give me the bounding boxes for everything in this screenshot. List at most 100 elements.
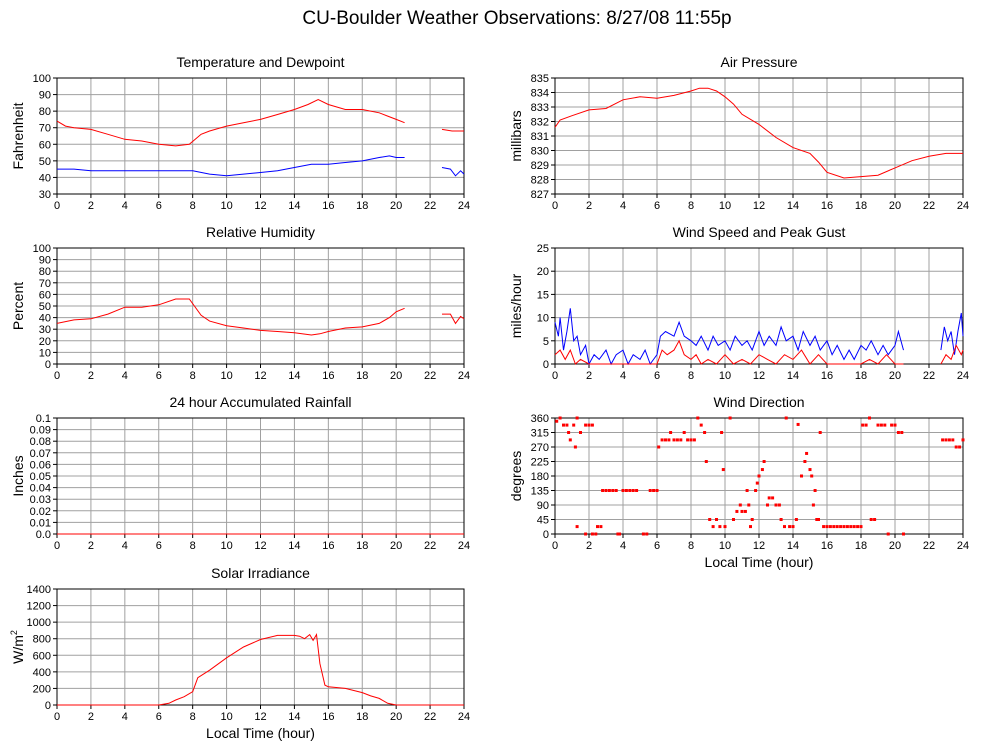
- direction-point: [788, 525, 792, 529]
- pressure-title: Air Pressure: [720, 54, 797, 70]
- direction-ytick-label: 225: [531, 457, 549, 469]
- direction-point: [747, 503, 751, 507]
- wind-series-line: [940, 312, 964, 355]
- direction-point: [743, 509, 747, 513]
- direction-point: [657, 445, 661, 449]
- solar-ytick-label: 400: [33, 667, 51, 679]
- humidity-xtick-label: 16: [322, 370, 334, 382]
- direction-point: [669, 431, 673, 434]
- temp-ytick-label: 60: [39, 139, 51, 151]
- wind-series-line: [554, 339, 904, 365]
- temp-chart: 0 2 4 6 8 10 12 14 16 18 20 22 2430405060708090100Te…: [10, 54, 470, 212]
- direction-point: [735, 509, 739, 513]
- rain-ytick-label: 0.04: [30, 483, 51, 495]
- temp-xtick-label: 20: [390, 200, 402, 212]
- rain-xtick-label: 22: [424, 540, 436, 552]
- solar-ytick-label: 200: [33, 683, 51, 695]
- direction-point: [755, 481, 759, 485]
- direction-point: [558, 416, 562, 420]
- wind-ytick-label: 15: [537, 289, 549, 301]
- direction-point: [648, 489, 652, 492]
- pressure-xtick-label: 8: [688, 200, 694, 212]
- direction-xlabel: Local Time (hour): [705, 554, 814, 570]
- solar-ytick-label: 1000: [27, 617, 51, 629]
- temp-xtick-label: 18: [356, 200, 368, 212]
- temp-xtick-label: 22: [424, 200, 436, 212]
- direction-point: [568, 438, 572, 442]
- rain-xtick-label: 20: [390, 540, 402, 552]
- wind-xtick-label: 18: [855, 370, 867, 382]
- rain-xtick-label: 6: [156, 540, 162, 552]
- rain-xtick-label: 0: [54, 540, 60, 552]
- wind-xtick-label: 24: [957, 370, 969, 382]
- humidity-ytick-label: 80: [39, 266, 51, 278]
- direction-point: [961, 438, 965, 442]
- direction-point: [718, 525, 722, 529]
- direction-point: [845, 525, 849, 529]
- pressure-xtick-label: 6: [654, 200, 660, 212]
- direction-ytick-label: 315: [531, 428, 549, 440]
- direction-xtick-label: 10: [719, 540, 731, 552]
- temp-xtick-label: 4: [122, 200, 128, 212]
- pressure-ylabel: millibars: [508, 110, 524, 161]
- humidity-ylabel: Percent: [10, 282, 26, 330]
- direction-point: [579, 431, 582, 434]
- solar-ytick-label: 1200: [27, 601, 51, 613]
- humidity-xtick-label: 2: [88, 370, 94, 382]
- temp-xtick-label: 12: [254, 200, 266, 212]
- direction-point: [879, 423, 883, 427]
- wind-plot-frame: [554, 247, 964, 365]
- direction-point: [944, 438, 948, 442]
- humidity-ytick-label: 50: [39, 301, 51, 313]
- rain-ytick-label: 0.05: [30, 471, 51, 483]
- solar-title: Solar Irradiance: [211, 565, 310, 581]
- direction-point: [832, 525, 836, 529]
- direction-point: [852, 525, 856, 529]
- rain-ytick-label: 0.02: [30, 506, 51, 518]
- wind-series-line: [554, 308, 904, 366]
- solar-xtick-label: 20: [390, 711, 402, 723]
- direction-point: [604, 489, 608, 492]
- solar-xtick-label: 2: [88, 711, 94, 723]
- wind-ytick-label: 25: [537, 243, 549, 255]
- direction-xtick-label: 6: [654, 540, 660, 552]
- wind-xtick-label: 0: [552, 370, 558, 382]
- humidity-ytick-label: 20: [39, 336, 51, 348]
- direction-ylabel: degrees: [508, 451, 524, 502]
- direction-point: [711, 525, 715, 529]
- humidity-xtick-label: 8: [190, 370, 196, 382]
- rain-ytick-label: 0.1: [36, 413, 51, 425]
- solar-xtick-label: 10: [220, 711, 232, 723]
- direction-point: [815, 518, 819, 521]
- humidity-ytick-label: 0: [45, 359, 51, 371]
- direction-point: [828, 525, 832, 529]
- temp-series-line: [56, 98, 405, 147]
- temp-ytick-label: 80: [39, 106, 51, 118]
- temp-series-line: [441, 167, 465, 177]
- direction-point: [584, 423, 588, 427]
- direction-point: [664, 438, 667, 442]
- direction-point: [723, 525, 727, 529]
- direction-xtick-label: 14: [787, 540, 799, 552]
- direction-point: [689, 438, 693, 442]
- pressure-ytick-label: 833: [531, 102, 549, 114]
- direction-point: [839, 525, 843, 529]
- direction-point: [745, 489, 749, 492]
- temp-series-line: [441, 128, 464, 132]
- direction-ytick-label: 90: [537, 500, 549, 512]
- direction-point: [584, 532, 588, 536]
- direction-xtick-label: 18: [855, 540, 867, 552]
- temp-ylabel: Fahrenheit: [10, 102, 26, 169]
- direction-point: [766, 503, 769, 507]
- direction-point: [596, 525, 599, 529]
- pressure-xtick-label: 12: [753, 200, 765, 212]
- direction-point: [732, 518, 735, 521]
- humidity-xtick-label: 14: [288, 370, 300, 382]
- direction-point: [760, 468, 764, 472]
- solar-ytick-label: 1400: [27, 584, 51, 596]
- direction-point: [856, 525, 860, 529]
- humidity-xtick-label: 4: [122, 370, 128, 382]
- pressure-ytick-label: 830: [531, 146, 549, 158]
- temp-xtick-label: 14: [288, 200, 300, 212]
